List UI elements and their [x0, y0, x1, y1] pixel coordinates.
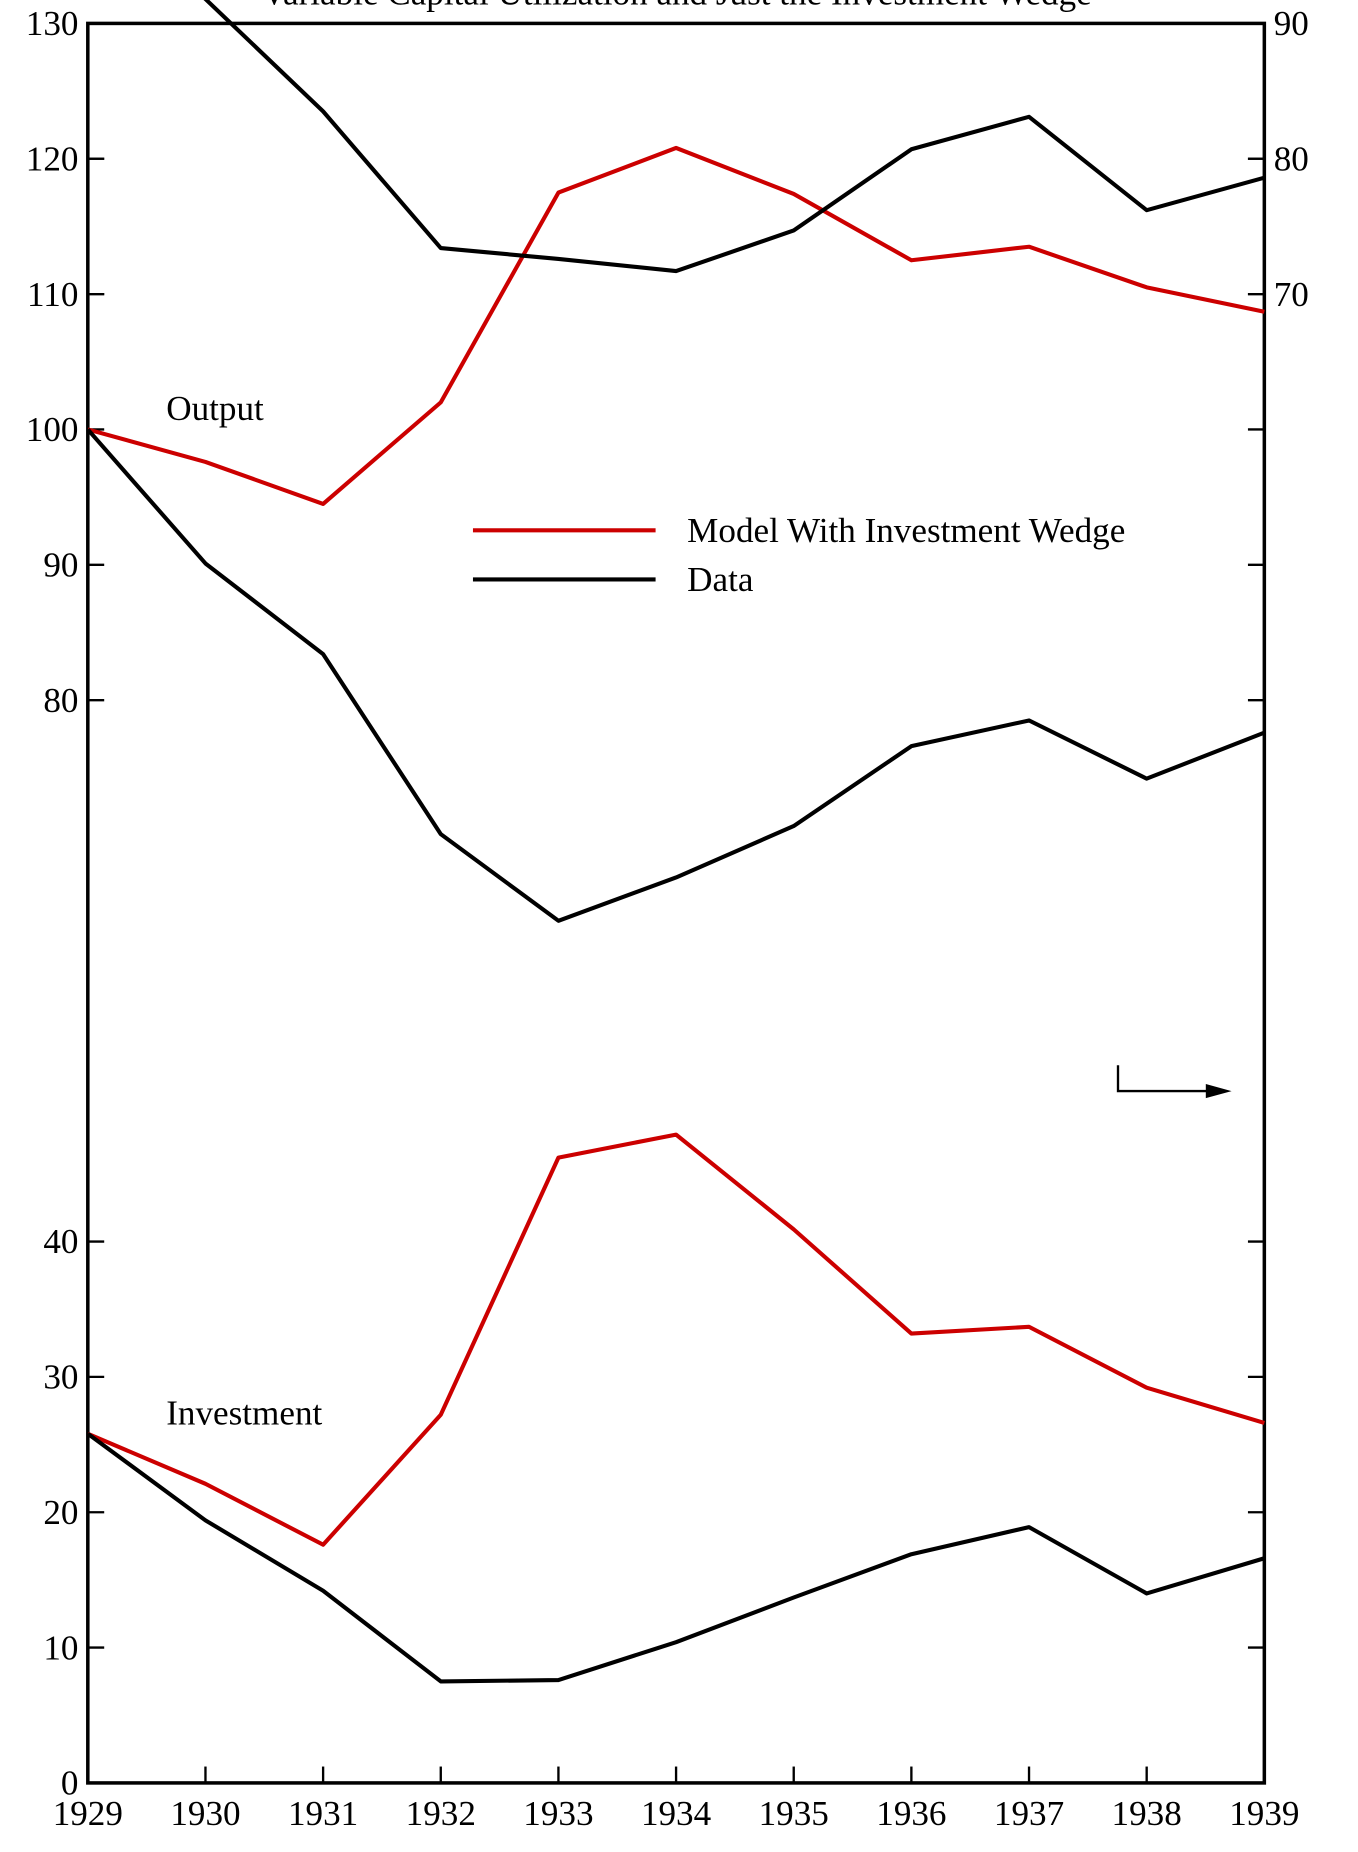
- series-line: [203, 0, 1265, 274]
- y-tick-label: 120: [26, 139, 79, 178]
- y-tick-label: 130: [26, 4, 79, 43]
- x-tick-label: 1931: [288, 1794, 358, 1833]
- series-line: [87, 1132, 1265, 1547]
- legend-label: Model With Investment Wedge: [687, 511, 1125, 550]
- labor-arrow: [1116, 1065, 1218, 1093]
- y2-tick-label: 90: [1274, 4, 1309, 43]
- series-line: [87, 145, 1265, 506]
- y-tick-label: 90: [43, 546, 78, 585]
- x-tick-label: 1930: [170, 1794, 240, 1833]
- x-tick-label: 1938: [1112, 1794, 1182, 1833]
- y-tick-label: 10: [43, 1628, 78, 1667]
- y-tick-label: 0: [61, 1764, 79, 1803]
- series-line: [86, 1432, 1265, 1684]
- x-tick-label: 1929: [53, 1794, 123, 1833]
- y-tick-label: 20: [43, 1493, 78, 1532]
- series-line: [86, 428, 1266, 923]
- group-label: Output: [166, 389, 264, 428]
- group-label: Investment: [166, 1393, 322, 1432]
- x-tick-label: 1939: [1229, 1794, 1299, 1833]
- x-tick-label: 1935: [759, 1794, 829, 1833]
- y-tick-label: 80: [43, 681, 78, 720]
- y-tick-label: 30: [43, 1358, 78, 1397]
- x-tick-label: 1933: [523, 1794, 593, 1833]
- plot-frame: [86, 21, 1267, 1785]
- chart-title: Variable Capital Utilization and Just th…: [262, 0, 1092, 13]
- x-tick-label: 1936: [876, 1794, 946, 1833]
- y2-tick-label: 80: [1274, 139, 1309, 178]
- y2-tick-label: 70: [1274, 275, 1309, 314]
- y-tick-label: 100: [26, 410, 79, 449]
- y-tick-label: 40: [43, 1222, 78, 1261]
- legend-label: Data: [687, 560, 754, 599]
- x-tick-label: 1937: [994, 1794, 1064, 1833]
- labor-arrow-head: [1205, 1084, 1232, 1099]
- y-tick-label: 110: [27, 275, 78, 314]
- x-tick-label: 1932: [406, 1794, 476, 1833]
- x-tick-label: 1934: [641, 1794, 711, 1833]
